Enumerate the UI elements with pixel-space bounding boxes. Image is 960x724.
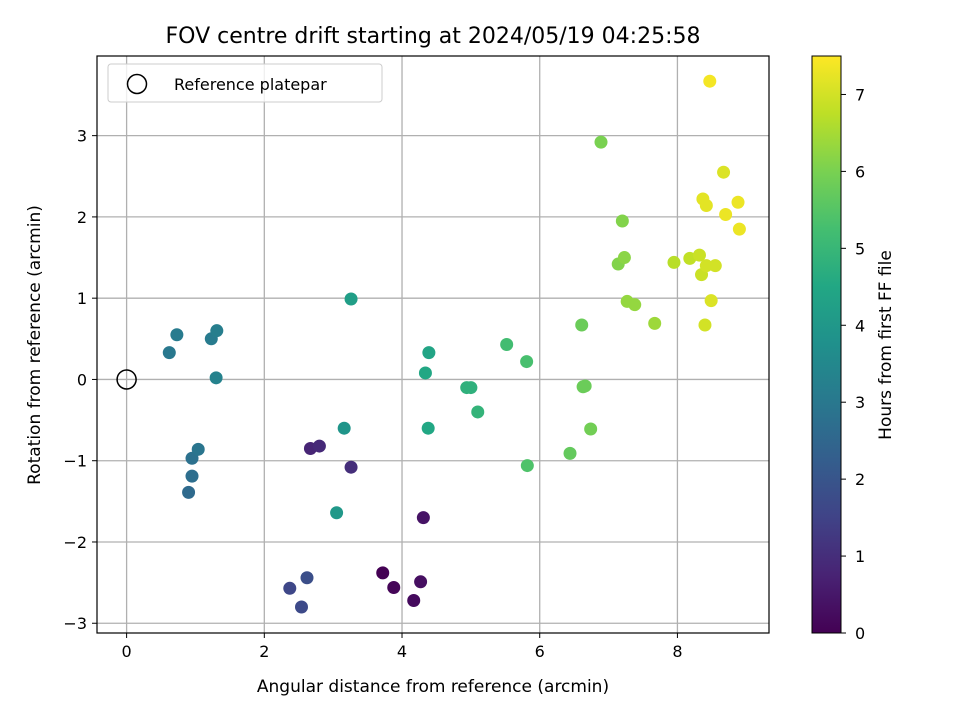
- data-point: [170, 328, 184, 342]
- data-point: [584, 422, 598, 436]
- data-point: [717, 165, 731, 179]
- y-tick-label: −3: [63, 614, 87, 633]
- data-point: [719, 207, 733, 221]
- colorbar-tick-label: 5: [855, 239, 865, 258]
- data-point: [191, 442, 205, 456]
- data-point: [578, 379, 592, 393]
- data-point: [617, 251, 631, 265]
- colorbar-tick-label: 0: [855, 624, 865, 643]
- data-point: [520, 355, 534, 369]
- y-tick-label: 3: [77, 127, 87, 146]
- chart-title: FOV centre drift starting at 2024/05/19 …: [166, 24, 701, 49]
- colorbar-tick-label: 2: [855, 470, 865, 489]
- data-point: [418, 366, 432, 380]
- y-tick-label: −1: [63, 452, 87, 471]
- colorbar: 0 1 2 3 4 5 6 7: [811, 55, 865, 643]
- data-point: [312, 439, 326, 453]
- legend-marker-reference: [126, 73, 148, 95]
- y-axis-label: Rotation from reference (arcmin): [25, 205, 45, 485]
- data-point: [731, 195, 745, 209]
- y-tick-label: 0: [77, 370, 87, 389]
- data-point: [337, 421, 351, 435]
- data-point: [294, 600, 308, 614]
- data-point: [209, 371, 223, 385]
- data-point: [698, 318, 712, 332]
- data-points: [116, 74, 746, 614]
- reference-platepar-marker: [116, 369, 137, 390]
- colorbar-tick-label: 6: [855, 162, 865, 181]
- data-point: [162, 346, 176, 360]
- data-point: [628, 298, 642, 312]
- plot-frame: [96, 55, 770, 634]
- data-point: [407, 593, 421, 607]
- x-tick-label: 4: [397, 642, 407, 661]
- data-point: [330, 506, 344, 520]
- colorbar-tick-label: 1: [855, 547, 865, 566]
- axes: 0 2 4 6 8 −3 −2 −1 0 1 2 3: [63, 55, 770, 661]
- data-point: [615, 214, 629, 228]
- x-tick-label: 6: [535, 642, 545, 661]
- data-point: [648, 316, 662, 330]
- colorbar-tick-label: 7: [855, 85, 865, 104]
- legend-box: [107, 63, 383, 103]
- data-point: [376, 566, 390, 580]
- data-point: [732, 222, 746, 236]
- data-point: [416, 511, 430, 525]
- colorbar-label: Hours from first FF file: [876, 250, 896, 440]
- colorbar-tick-label: 3: [855, 393, 865, 412]
- data-point: [464, 381, 478, 395]
- grid-lines: [97, 56, 769, 633]
- y-tick-label: 2: [77, 208, 87, 227]
- data-point: [421, 421, 435, 435]
- data-point: [182, 485, 196, 499]
- data-point: [667, 255, 681, 269]
- data-point: [283, 581, 297, 595]
- data-point: [520, 459, 534, 473]
- data-point: [575, 318, 589, 332]
- data-point: [692, 248, 706, 262]
- legend-entry-reference-platepar: Reference platepar: [174, 75, 327, 94]
- colorbar-tick-label: 4: [855, 316, 865, 335]
- data-point: [210, 324, 224, 338]
- x-tick-label: 0: [122, 642, 132, 661]
- data-point: [699, 199, 713, 213]
- y-tick-label: 1: [77, 289, 87, 308]
- data-point: [185, 469, 199, 483]
- y-tick-label: −2: [63, 533, 87, 552]
- x-tick-label: 8: [672, 642, 682, 661]
- data-point: [699, 259, 713, 273]
- data-point: [563, 446, 577, 460]
- data-point: [594, 135, 608, 149]
- data-point: [708, 259, 722, 273]
- data-point: [344, 292, 358, 306]
- data-point: [703, 74, 717, 88]
- x-axis-label: Angular distance from reference (arcmin): [257, 677, 609, 697]
- data-point: [344, 460, 358, 474]
- data-point: [471, 405, 485, 419]
- x-tick-label: 2: [259, 642, 269, 661]
- data-point: [704, 294, 718, 308]
- colorbar-gradient: [811, 55, 842, 634]
- data-point: [414, 575, 428, 589]
- data-point: [422, 346, 436, 360]
- legend: Reference platepar: [107, 63, 383, 103]
- data-point: [300, 571, 314, 585]
- data-point: [500, 338, 514, 351]
- data-point: [387, 580, 401, 594]
